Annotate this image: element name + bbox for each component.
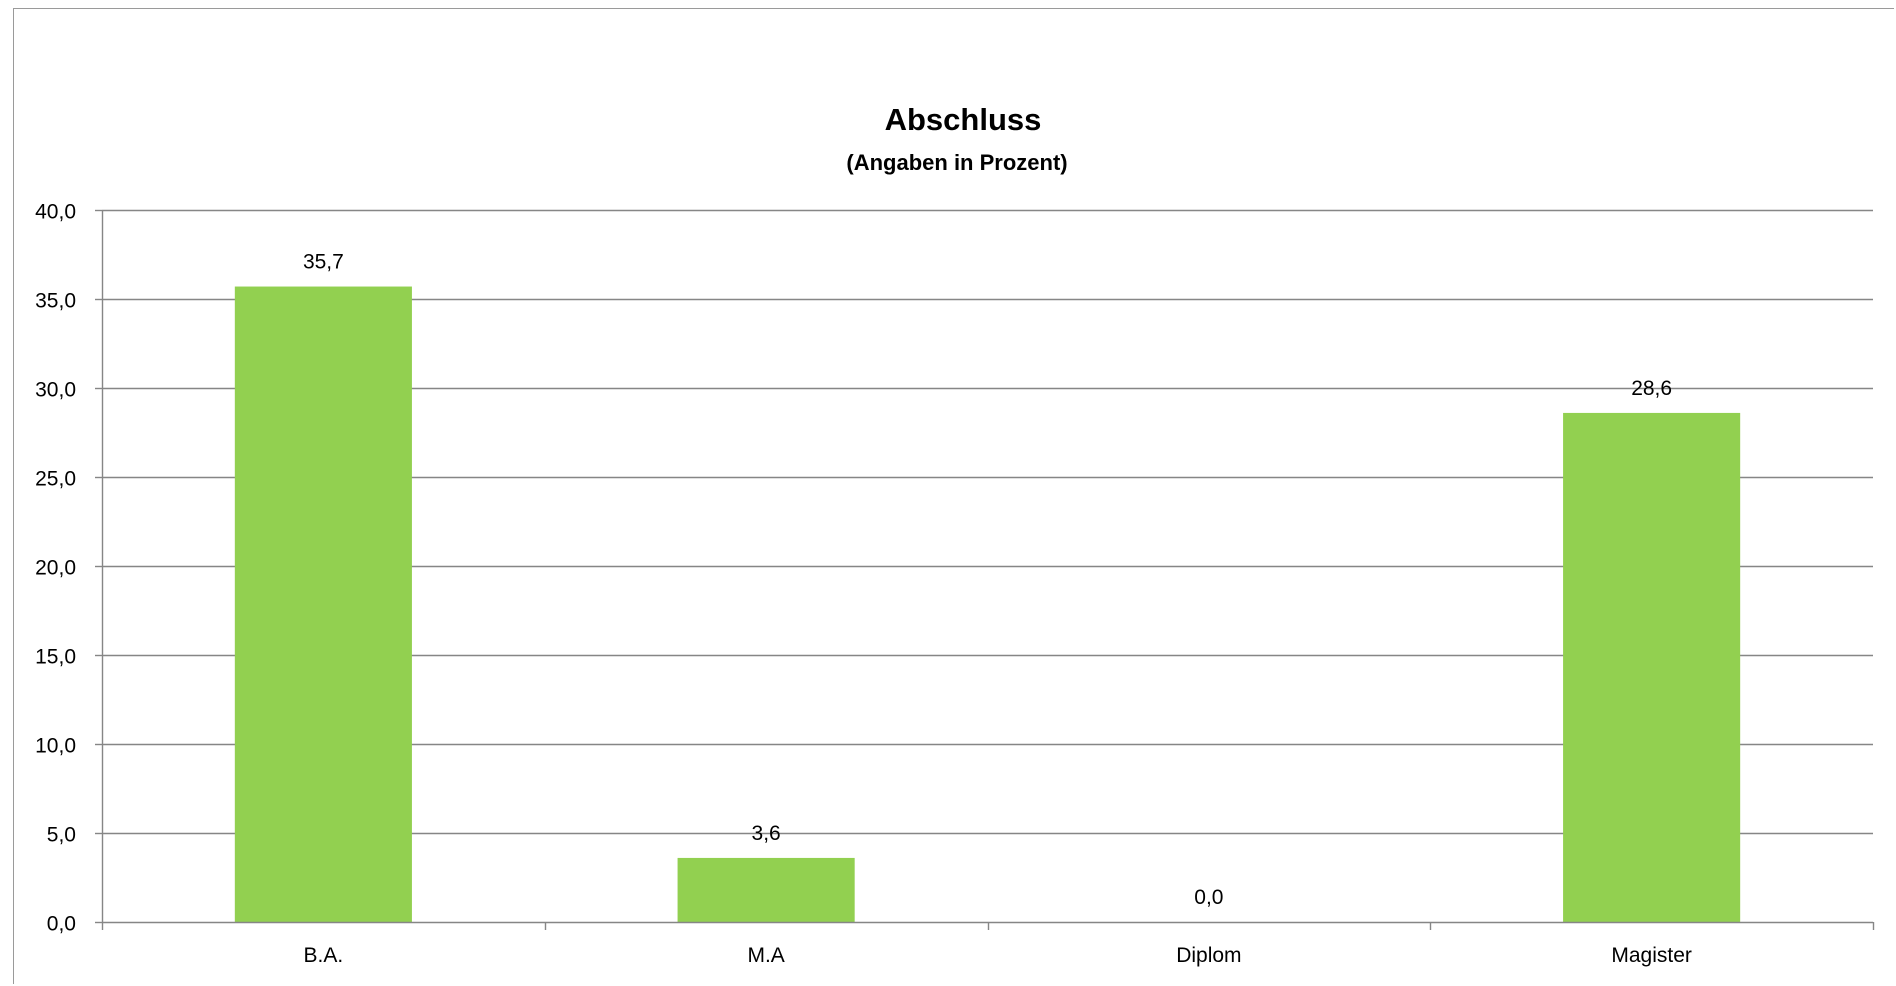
data-label: 0,0	[1194, 886, 1223, 909]
chart-frame	[13, 8, 1894, 984]
y-tick-label: 40,0	[35, 201, 76, 224]
data-label: 35,7	[303, 251, 344, 274]
y-tick-label: 25,0	[35, 468, 76, 491]
y-tick-label: 15,0	[35, 646, 76, 669]
labels: 0,0 5,0 10,0 15,0 20,0 25,0 30,0 35,0 40,0 35,7 B.…	[35, 201, 1692, 968]
data-label: 28,6	[1631, 377, 1672, 400]
bar-m-a	[677, 857, 855, 922]
axes	[95, 209, 1875, 930]
bar-b-a	[234, 286, 412, 922]
chart-title: Abschluss	[885, 102, 1042, 137]
bars	[234, 286, 1741, 922]
x-category-label: M.A	[747, 944, 784, 967]
y-tick-label: 5,0	[47, 824, 76, 847]
x-category-label: B.A.	[304, 944, 344, 967]
y-tick-label: 20,0	[35, 557, 76, 580]
data-label: 3,6	[752, 822, 781, 845]
y-tick-label: 35,0	[35, 290, 76, 313]
x-category-label: Diplom	[1176, 944, 1241, 967]
y-tick-label: 0,0	[47, 913, 76, 936]
x-category-label: Magister	[1611, 944, 1692, 967]
bar-magister	[1563, 412, 1741, 922]
y-tick-label: 10,0	[35, 735, 76, 758]
chart-subtitle: (Angaben in Prozent)	[846, 150, 1067, 175]
y-tick-label: 30,0	[35, 379, 76, 402]
